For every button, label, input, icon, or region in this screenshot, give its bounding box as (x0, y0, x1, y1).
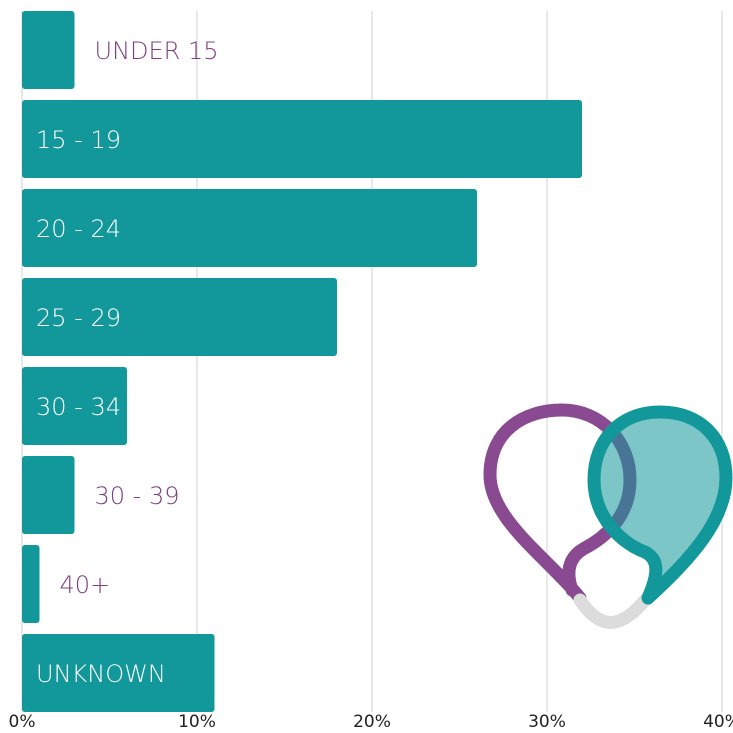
x-tick-label: 40% (703, 712, 733, 732)
category-label: 25 - 29 (36, 304, 121, 332)
x-tick-label: 10% (178, 712, 216, 732)
category-label: 30 - 34 (36, 393, 121, 421)
bar (22, 456, 75, 534)
logo-purple (483, 403, 637, 605)
category-label: 20 - 24 (36, 215, 121, 243)
category-label: UNDER 15 (95, 37, 219, 65)
category-label: 15 - 19 (36, 126, 121, 154)
bar (22, 545, 40, 623)
bar (22, 100, 582, 178)
category-label: 30 - 39 (95, 482, 180, 510)
x-tick-label: 20% (353, 712, 391, 732)
bar (22, 634, 215, 712)
logo-grey (573, 593, 652, 629)
category-label: 40+ (60, 571, 111, 599)
x-tick-label: 0% (9, 712, 36, 732)
bar (22, 367, 127, 445)
x-tick-label: 30% (528, 712, 566, 732)
logo-teal (587, 405, 733, 605)
bar (22, 278, 337, 356)
category-label: UNKNOWN (36, 660, 166, 688)
logo (483, 403, 733, 629)
bar (22, 189, 477, 267)
bar (22, 11, 75, 89)
